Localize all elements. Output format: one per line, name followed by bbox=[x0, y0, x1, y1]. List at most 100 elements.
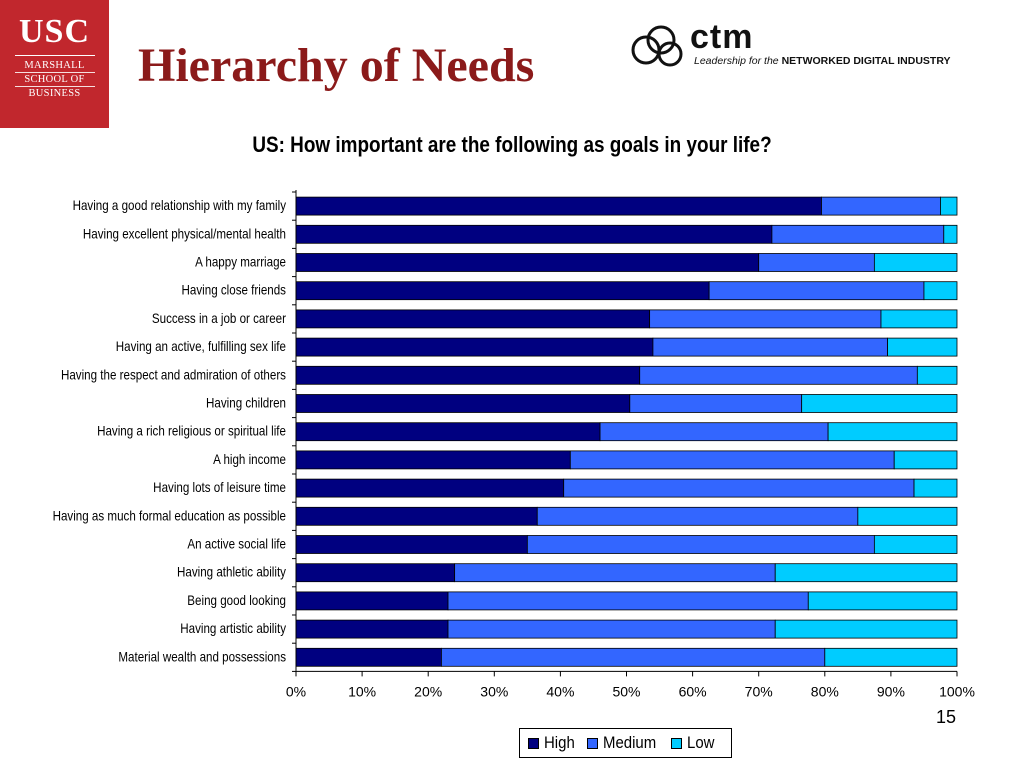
bar-segment-low bbox=[873, 535, 958, 554]
x-tick-label: 50% bbox=[612, 683, 640, 699]
bar-segment-low bbox=[940, 196, 958, 216]
bar-segment-high bbox=[295, 309, 651, 329]
ctm-tagline: Leadership for the NETWORKED DIGITAL IND… bbox=[694, 55, 951, 67]
usc-logo-line: SCHOOL OF bbox=[14, 73, 95, 87]
category-label: An active social life bbox=[187, 537, 286, 552]
bar-segment-high bbox=[295, 422, 601, 442]
category-label: A happy marriage bbox=[195, 255, 286, 270]
x-tick-label: 10% bbox=[348, 683, 376, 699]
bar-segment-low bbox=[923, 281, 958, 301]
bar-segment-medium bbox=[536, 506, 859, 526]
ctm-logo-text: ctm bbox=[690, 18, 754, 56]
bar-segment-high bbox=[295, 619, 449, 639]
bar-segment-high bbox=[295, 196, 822, 216]
category-label: Being good looking bbox=[187, 593, 286, 608]
category-label: A high income bbox=[213, 452, 286, 467]
bar-segment-medium bbox=[447, 619, 776, 639]
bar-segment-high bbox=[295, 478, 565, 498]
bar-segment-high bbox=[295, 591, 449, 611]
slide-title: Hierarchy of Needs bbox=[138, 39, 535, 92]
legend-swatch-low bbox=[671, 737, 683, 749]
bar-segment-high bbox=[295, 253, 760, 272]
category-label: Having athletic ability bbox=[177, 565, 287, 580]
stacked-bar-chart: Having a good relationship with my famil… bbox=[53, 190, 975, 699]
ctm-tagline-bold: NETWORKED DIGITAL INDUSTRY bbox=[781, 55, 951, 67]
x-tick-label: 70% bbox=[745, 683, 773, 699]
bar-segment-high bbox=[295, 281, 710, 301]
bar-segment-high bbox=[295, 535, 528, 554]
bar-segment-medium bbox=[454, 563, 776, 583]
bar-segment-medium bbox=[821, 196, 941, 216]
bar-segment-low bbox=[801, 394, 958, 413]
bar-segment-medium bbox=[599, 422, 829, 442]
usc-marshall-logo: USC MARSHALL SCHOOL OF BUSINESS bbox=[0, 0, 109, 128]
bar-segment-high bbox=[295, 450, 571, 470]
bar-segment-low bbox=[873, 253, 958, 272]
legend-swatch-medium bbox=[586, 737, 598, 749]
bar-segment-medium bbox=[447, 591, 809, 611]
bar-segment-low bbox=[807, 591, 958, 611]
slide-number: 15 bbox=[936, 707, 957, 727]
usc-logo-text: USC bbox=[18, 13, 91, 50]
legend-item-medium: Medium bbox=[586, 733, 663, 753]
bar-segment-medium bbox=[441, 647, 826, 667]
bar-segment-low bbox=[887, 337, 958, 357]
bar-segment-medium bbox=[569, 450, 895, 470]
legend-item-low: Low bbox=[671, 733, 718, 753]
x-tick-label: 0% bbox=[286, 683, 306, 699]
bar-segment-medium bbox=[629, 394, 803, 413]
x-tick-label: 100% bbox=[939, 683, 975, 699]
bar-segment-medium bbox=[758, 253, 875, 272]
bar-segment-medium bbox=[652, 337, 888, 357]
bar-segment-low bbox=[774, 619, 958, 639]
category-label: Having artistic ability bbox=[180, 621, 286, 636]
ctm-rings-icon bbox=[631, 25, 683, 67]
bar-segment-high bbox=[295, 337, 654, 357]
chart-legend: High Medium Low bbox=[519, 728, 732, 758]
category-label: Success in a job or career bbox=[152, 311, 286, 326]
usc-logo-line: MARSHALL bbox=[14, 59, 95, 73]
category-label: Having lots of leisure time bbox=[153, 480, 286, 495]
category-label: Having the respect and admiration of oth… bbox=[61, 368, 286, 383]
bar-segment-high bbox=[295, 647, 442, 667]
ctm-tagline-italic: Leadership for the bbox=[694, 55, 779, 67]
x-tick-label: 90% bbox=[877, 683, 905, 699]
bar-segment-medium bbox=[771, 224, 945, 244]
usc-logo-line: BUSINESS bbox=[28, 88, 81, 99]
category-label: Having a good relationship with my famil… bbox=[73, 198, 287, 213]
bar-segment-low bbox=[774, 563, 958, 583]
legend-label-high: High bbox=[544, 733, 575, 752]
bar-segment-high bbox=[295, 394, 631, 413]
category-label: Having an active, fulfilling sex life bbox=[116, 339, 286, 354]
x-tick-label: 80% bbox=[811, 683, 839, 699]
category-label: Having close friends bbox=[182, 283, 286, 298]
legend-item-high: High bbox=[528, 733, 579, 753]
chart-title: US: How important are the following as g… bbox=[252, 132, 772, 157]
x-tick-label: 30% bbox=[480, 683, 508, 699]
x-tick-label: 60% bbox=[679, 683, 707, 699]
bar-segment-low bbox=[827, 422, 958, 442]
legend-swatch-high bbox=[528, 737, 539, 749]
bar-segment-low bbox=[916, 365, 958, 385]
usc-logo-subtitle: MARSHALL SCHOOL OF BUSINESS bbox=[0, 59, 109, 100]
bar-segment-medium bbox=[649, 309, 882, 329]
bar-segment-low bbox=[880, 309, 958, 329]
category-label: Having as much formal education as possi… bbox=[53, 509, 286, 524]
bar-segment-low bbox=[893, 450, 958, 470]
bar-segment-medium bbox=[526, 535, 875, 554]
category-label: Having children bbox=[206, 396, 286, 411]
bar-segment-low bbox=[824, 647, 958, 667]
legend-label-medium: Medium bbox=[602, 733, 657, 752]
bar-segment-low bbox=[857, 506, 958, 526]
bar-segment-high bbox=[295, 506, 538, 526]
legend-label-low: Low bbox=[687, 733, 715, 752]
logo-divider bbox=[14, 55, 95, 56]
bar-segment-high bbox=[295, 224, 773, 244]
bar-segment-low bbox=[913, 478, 958, 498]
category-label: Having a rich religious or spiritual lif… bbox=[97, 424, 286, 439]
bar-segment-medium bbox=[708, 281, 925, 301]
category-label: Material wealth and possessions bbox=[118, 650, 286, 665]
bar-segment-medium bbox=[639, 365, 918, 385]
bar-segment-high bbox=[295, 365, 641, 385]
x-tick-label: 40% bbox=[546, 683, 574, 699]
